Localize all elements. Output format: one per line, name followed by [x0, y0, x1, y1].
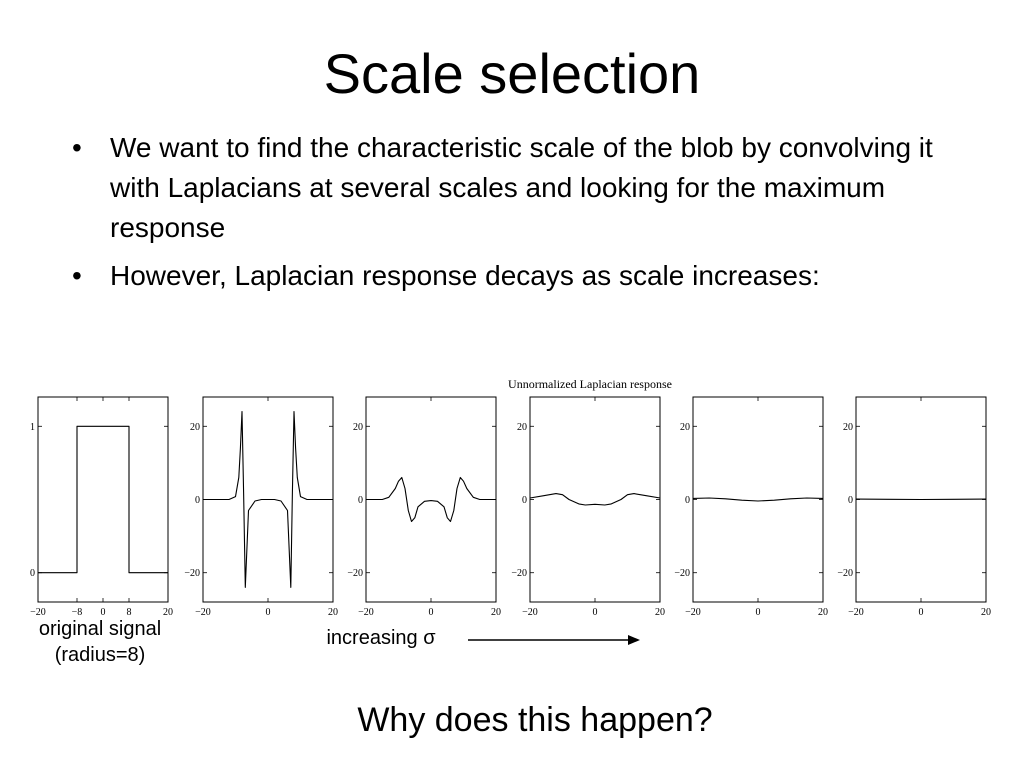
sigma-label: σ = 1.00	[251, 619, 285, 620]
y-tick-label: 0	[522, 495, 527, 506]
x-tick-label: 20	[655, 607, 665, 618]
y-tick-label: −20	[837, 568, 853, 579]
question-text: Why does this happen?	[357, 701, 713, 739]
x-tick-label: 20	[163, 607, 173, 618]
y-tick-label: 20	[680, 422, 690, 433]
chart-panel: −20 0 20 −20 0 20 σ = 8.00	[674, 396, 828, 620]
sigma-label: σ = 8.00	[741, 619, 775, 620]
series-line	[38, 425, 168, 574]
y-tick-label: 0	[685, 495, 690, 506]
sigma-label: σ = 4.00	[578, 619, 612, 620]
series-line	[529, 493, 661, 506]
original-signal-label: original signal	[38, 618, 162, 640]
radius-label: (radius=8)	[54, 644, 146, 666]
bullet-item: • We want to find the characteristic sca…	[72, 128, 952, 248]
y-tick-label: 20	[843, 422, 853, 433]
bullet-item: • However, Laplacian response decays as …	[72, 256, 952, 296]
increasing-sigma-caption: increasing σ	[326, 627, 436, 649]
y-tick-label: 0	[30, 568, 35, 579]
panel-frame	[365, 396, 497, 603]
chart-panel: −20 0 20 −20 0 20 σ = 1.00	[184, 396, 338, 620]
series-line	[203, 411, 333, 588]
bullet-text: We want to find the characteristic scale…	[110, 132, 933, 243]
y-tick-label: 1	[30, 422, 35, 433]
x-tick-label: 0	[101, 607, 106, 618]
x-tick-label: 20	[981, 607, 991, 618]
chart-panel: −20 0 20 −20 0 20 σ = 2.00	[347, 396, 501, 620]
bullet-list: • We want to find the characteristic sca…	[72, 128, 952, 304]
y-tick-label: −20	[184, 568, 200, 579]
bullet-dot-icon: •	[72, 260, 82, 291]
x-tick-label: 20	[491, 607, 501, 618]
x-tick-label: 0	[919, 607, 924, 618]
x-tick-label: 20	[328, 607, 338, 618]
panel-frame	[692, 396, 824, 603]
sigma-label: σ = 16.00	[902, 619, 941, 620]
y-tick-label: 20	[517, 422, 527, 433]
slide-title: Scale selection	[323, 42, 701, 105]
x-tick-label: 0	[429, 607, 434, 618]
x-tick-label: −20	[685, 607, 701, 618]
y-tick-label: −20	[347, 568, 363, 579]
y-tick-label: 20	[190, 422, 200, 433]
y-tick-label: 0	[848, 495, 853, 506]
series-line	[692, 497, 824, 502]
x-tick-label: 0	[756, 607, 761, 618]
x-tick-label: −8	[72, 607, 83, 618]
x-tick-label: 0	[266, 607, 271, 618]
x-tick-label: 20	[818, 607, 828, 618]
y-tick-label: −20	[511, 568, 527, 579]
x-tick-label: −20	[195, 607, 211, 618]
panel-frame	[529, 396, 661, 603]
series-line	[366, 476, 496, 523]
x-tick-label: −20	[848, 607, 864, 618]
y-tick-label: 20	[353, 422, 363, 433]
y-tick-label: 0	[195, 495, 200, 506]
bullet-text: However, Laplacian response decays as sc…	[110, 260, 820, 291]
panel-frame	[37, 396, 169, 603]
sigma-label: σ = 2.00	[414, 619, 448, 620]
chart-panel: −20 0 20 −20 0 20 σ = 4.00	[511, 396, 665, 620]
x-tick-label: 8	[127, 607, 132, 618]
laplacian-response-figure: Unnormalized Laplacian response −20 −8 0 8 2…	[30, 377, 991, 620]
x-tick-label: −20	[522, 607, 538, 618]
chart-panel: −20 −8 0 8 20 0 1	[30, 396, 173, 618]
x-tick-label: 0	[593, 607, 598, 618]
figure-title: Unnormalized Laplacian response	[508, 377, 672, 391]
chart-panel: −20 0 20 −20 0 20 σ = 16.00	[837, 396, 991, 620]
right-arrow-icon	[468, 635, 640, 645]
original-signal-caption: original signal (radius=8)	[12, 616, 188, 668]
bullet-dot-icon: •	[72, 132, 82, 163]
x-tick-label: −20	[358, 607, 374, 618]
y-tick-label: −20	[674, 568, 690, 579]
x-tick-label: −20	[30, 607, 46, 618]
y-tick-label: 0	[358, 495, 363, 506]
